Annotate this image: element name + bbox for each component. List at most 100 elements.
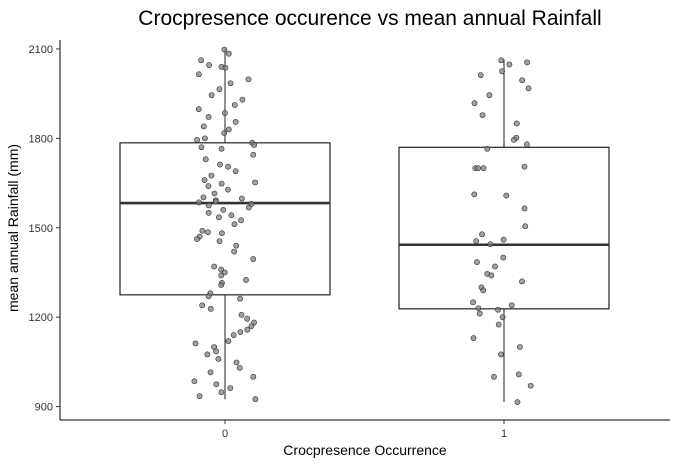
data-point <box>470 335 477 341</box>
data-point <box>205 183 212 189</box>
data-point <box>218 282 225 288</box>
data-point <box>221 46 228 53</box>
data-point <box>227 80 234 87</box>
data-point <box>217 161 223 168</box>
data-point <box>519 278 525 285</box>
data-point <box>200 194 207 201</box>
data-point <box>527 382 534 389</box>
data-point <box>250 373 257 380</box>
data-point <box>244 315 251 322</box>
data-point <box>495 321 502 328</box>
data-point <box>225 338 232 344</box>
data-point <box>491 373 497 380</box>
data-point <box>228 212 235 219</box>
data-point <box>475 305 482 312</box>
data-point <box>233 242 240 249</box>
data-point <box>216 238 223 245</box>
data-point <box>222 64 229 71</box>
data-point <box>208 92 215 99</box>
data-point <box>204 229 211 236</box>
data-point <box>244 326 251 333</box>
data-point <box>521 163 528 170</box>
x-tick-label: 1 <box>501 428 507 440</box>
data-point <box>231 221 238 228</box>
data-point <box>499 68 505 75</box>
data-point <box>231 102 238 108</box>
data-point <box>206 62 213 68</box>
data-point <box>524 141 530 148</box>
data-point <box>506 61 513 68</box>
boxes-layer <box>119 48 610 403</box>
data-point <box>201 177 208 183</box>
data-point <box>205 202 212 209</box>
data-point <box>211 263 218 270</box>
data-point <box>216 214 222 221</box>
data-point <box>215 356 222 362</box>
data-point <box>196 393 203 400</box>
data-point <box>475 165 481 172</box>
data-point <box>220 206 227 213</box>
x-tick-label: 0 <box>222 428 228 440</box>
data-point <box>488 272 495 279</box>
data-point <box>216 86 223 93</box>
data-point <box>250 256 257 262</box>
data-point <box>245 76 252 83</box>
data-point <box>213 348 220 355</box>
data-point <box>514 399 521 406</box>
data-point <box>513 120 520 127</box>
data-point <box>248 323 255 330</box>
data-point <box>194 136 201 143</box>
data-point <box>499 314 506 321</box>
data-point <box>250 151 257 158</box>
data-point <box>205 113 212 120</box>
data-point <box>500 236 507 243</box>
data-point <box>522 223 529 230</box>
data-point <box>213 381 220 388</box>
data-point <box>225 126 232 133</box>
data-point <box>237 295 243 302</box>
data-point <box>198 144 205 151</box>
data-point <box>196 199 202 206</box>
data-point <box>208 172 215 179</box>
data-point <box>474 259 480 265</box>
data-point <box>245 204 252 211</box>
data-point <box>227 385 234 392</box>
data-point <box>205 209 212 216</box>
data-point <box>233 359 240 366</box>
data-point <box>525 85 532 92</box>
data-point <box>205 293 212 300</box>
data-point <box>479 231 485 238</box>
data-point <box>480 287 487 294</box>
y-tick-label: 1200 <box>29 312 53 324</box>
data-point <box>199 227 206 234</box>
x-axis-label: Crocpresence Occurrence <box>283 442 447 458</box>
chart-title: Crocpresence occurence vs mean annual Ra… <box>138 7 601 30</box>
box-iqr <box>398 146 610 310</box>
data-point <box>225 163 232 170</box>
data-point <box>495 306 501 313</box>
data-point <box>515 371 522 378</box>
data-point <box>195 106 202 113</box>
data-point <box>484 145 491 152</box>
y-tick-label: 1500 <box>29 223 53 235</box>
data-point <box>239 96 246 103</box>
data-point <box>470 299 476 306</box>
data-point <box>225 50 232 57</box>
data-point <box>230 332 237 338</box>
data-point <box>243 277 249 283</box>
data-point <box>498 57 505 64</box>
data-point <box>218 272 225 279</box>
data-point <box>252 396 259 403</box>
data-point <box>471 100 478 107</box>
y-axis-label: mean annual Rainfall (mm) <box>5 144 21 312</box>
data-point <box>508 302 515 309</box>
data-point <box>480 165 487 172</box>
data-point <box>194 236 200 242</box>
data-point <box>218 145 225 152</box>
box-iqr <box>119 142 331 296</box>
data-point <box>211 190 218 197</box>
data-point <box>521 205 528 212</box>
data-point <box>195 71 202 78</box>
data-point <box>239 195 245 202</box>
